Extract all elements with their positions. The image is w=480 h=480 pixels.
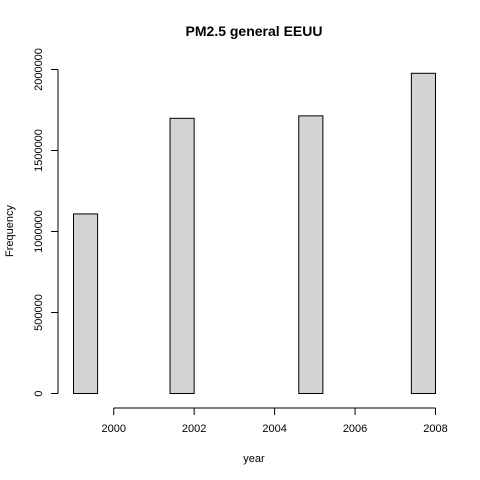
- x-axis-label: year: [243, 453, 265, 465]
- bars-group: [73, 72, 436, 395]
- bar-2: [298, 115, 324, 395]
- x-axis: 2000 2002 2004 2006 2008: [101, 407, 448, 435]
- chart-title: PM2.5 general EEUU: [186, 23, 323, 39]
- y-axis: 0 500000 1000000 1500000 2000000: [33, 48, 59, 397]
- x-tick-label: 2004: [262, 423, 286, 435]
- bar-0: [73, 213, 99, 394]
- bar-1: [169, 117, 195, 394]
- y-tick-label: 2000000: [33, 48, 45, 91]
- x-tick-label: 2002: [182, 423, 206, 435]
- x-tick-label: 2008: [423, 423, 447, 435]
- y-tick-label: 0: [33, 390, 45, 396]
- bar-3: [410, 72, 436, 394]
- x-tick-label: 2000: [101, 423, 125, 435]
- y-tick-label: 1500000: [33, 129, 45, 172]
- y-tick-label: 500000: [33, 294, 45, 331]
- y-axis-label: Frequency: [4, 205, 16, 257]
- y-tick-label: 1000000: [33, 210, 45, 253]
- x-tick-label: 2006: [343, 423, 367, 435]
